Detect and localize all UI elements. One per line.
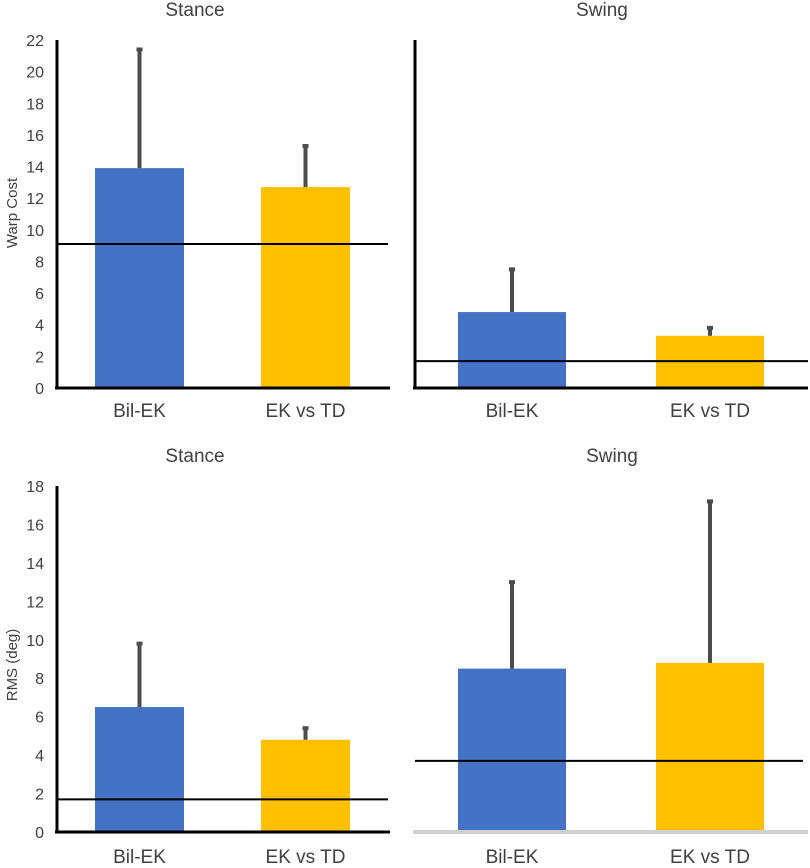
y-tick-label: 2 (35, 787, 44, 804)
y-tick-label: 4 (35, 748, 44, 765)
y-tick-label: 0 (35, 381, 44, 398)
error-bars (509, 267, 713, 336)
y-tick-labels: 0 2 4 6 8 10 12 14 16 18 20 22 (26, 33, 44, 398)
y-tick-label: 18 (26, 479, 44, 496)
bar-bil-ek (95, 707, 184, 832)
y-tick-label: 10 (26, 223, 44, 240)
y-axis-label: Warp Cost (4, 177, 21, 248)
y-tick-label: 8 (35, 254, 44, 271)
bars (95, 168, 350, 388)
y-tick-label: 12 (26, 191, 44, 208)
category-label: EK vs TD (266, 847, 346, 868)
y-tick-label: 0 (35, 825, 44, 842)
bars (458, 312, 764, 388)
y-tick-label: 22 (26, 33, 44, 50)
bars (458, 662, 764, 832)
category-label: EK vs TD (266, 401, 346, 422)
bar-bil-ek (458, 668, 566, 832)
y-tick-label: 18 (26, 96, 44, 113)
chart-title: Swing (586, 446, 638, 467)
y-axis-label: RMS (deg) (4, 629, 21, 702)
y-tick-label: 16 (26, 517, 44, 534)
category-label: Bil-EK (113, 847, 166, 868)
y-tick-label: 14 (26, 160, 44, 177)
error-bars (509, 499, 713, 669)
y-tick-label: 6 (35, 710, 44, 727)
y-tick-label: 12 (26, 594, 44, 611)
y-tick-label: 16 (26, 128, 44, 145)
y-tick-label: 10 (26, 633, 44, 650)
y-tick-labels: 0 2 4 6 8 10 12 14 16 18 (26, 479, 44, 842)
y-tick-label: 4 (35, 318, 44, 335)
y-tick-label: 6 (35, 286, 44, 303)
bar-bil-ek (458, 312, 566, 388)
chart-title: Stance (165, 0, 224, 21)
y-tick-label: 2 (35, 349, 44, 366)
category-label: Bil-EK (486, 847, 539, 868)
bar-bil-ek (95, 168, 184, 388)
chart-title: Swing (576, 0, 628, 21)
category-label: EK vs TD (670, 401, 750, 422)
category-label: Bil-EK (113, 401, 166, 422)
y-tick-label: 14 (26, 556, 44, 573)
y-tick-label: 8 (35, 671, 44, 688)
error-bars (136, 47, 309, 188)
bars (95, 707, 350, 832)
panel-swing-warp-cost: Swing Bil-EK EK vs TD (413, 0, 808, 422)
category-label: Bil-EK (486, 401, 539, 422)
bar-ek-vs-td (656, 662, 764, 832)
error-bars (136, 641, 309, 740)
y-tick-label: 20 (26, 65, 44, 82)
bar-ek-vs-td (261, 739, 350, 832)
chart-title: Stance (165, 446, 224, 467)
category-label: EK vs TD (670, 847, 750, 868)
panel-stance-warp-cost: Stance Warp Cost 0 2 4 6 8 10 12 14 16 18 20 22 Bil… (4, 0, 390, 422)
bar-ek-vs-td (261, 187, 350, 388)
